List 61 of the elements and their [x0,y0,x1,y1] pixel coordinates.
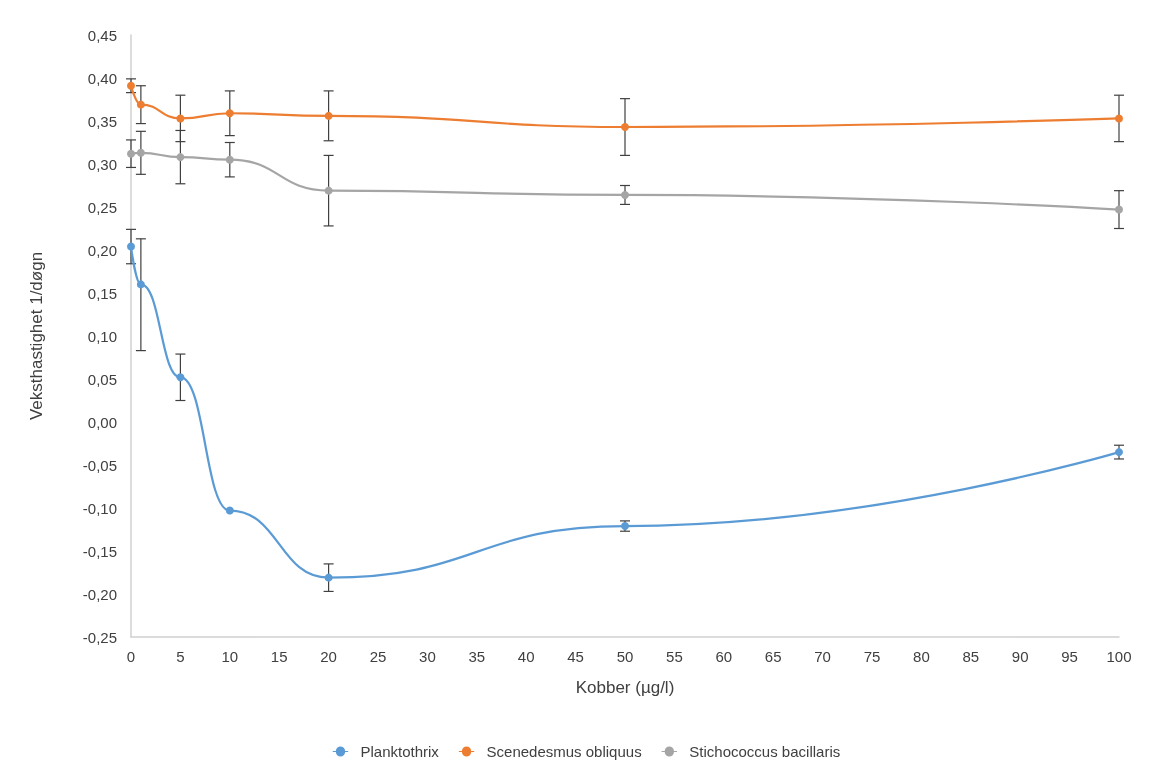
y-tick-label: -0,15 [82,542,117,560]
point [136,280,145,289]
x-tick-label: 80 [913,648,930,665]
x-tick-label: 10 [221,648,239,665]
point [176,114,185,123]
y-tick-label: 0,30 [87,155,117,173]
point [136,148,145,157]
point [225,109,234,118]
x-tick-label: 100 [1106,648,1132,665]
x-tick-label: 60 [715,648,733,665]
y-tick-label: 0,15 [87,284,117,302]
y-tick-label: 0,05 [87,370,117,388]
point [1115,448,1123,457]
y-tick-label: 0,10 [87,327,117,345]
y-tick-label: -0,20 [82,585,117,603]
point [621,190,629,199]
x-tick-label: 35 [468,648,486,665]
x-axis-title: Kobber (µg/l) [575,678,675,697]
x-tick-label: 0 [126,648,136,665]
y-tick-label: -0,10 [82,499,117,517]
x-tick-label: 90 [1011,648,1029,665]
point [176,153,185,162]
point [324,111,333,120]
legend-label: Stichococcus bacillaris [689,743,841,760]
legend-label: Scenedesmus obliquus [486,743,642,760]
point [225,155,234,164]
point [621,123,629,132]
point [136,100,145,109]
point [127,149,135,158]
x-tick-label: 55 [666,648,683,665]
legend-label: Planktothrix [360,743,440,760]
x-tick-label: 30 [419,648,436,665]
point [324,573,333,582]
point [1115,205,1123,214]
y-tick-label: 0,45 [87,26,117,44]
x-tick-label: 45 [567,648,584,665]
x-tick-label: 65 [764,648,782,665]
point [1115,114,1123,123]
point [127,81,135,90]
point [324,186,333,195]
x-tick-label: 5 [176,648,185,665]
x-tick-label: 95 [1061,648,1078,665]
y-tick-label: 0,20 [87,241,117,259]
y-tick-label: -0,05 [82,456,117,474]
x-tick-label: 15 [270,648,288,665]
x-tick-label: 75 [863,648,881,665]
x-tick-label: 25 [369,648,387,665]
x-tick-label: 40 [517,648,535,665]
x-tick-label: 85 [962,648,980,665]
y-tick-label: 0,25 [87,198,117,216]
y-axis-title: Veksthastighet 1/døgn [27,251,46,421]
point [176,373,185,382]
y-tick-label: 0,40 [87,69,117,87]
y-tick-label: 0,35 [87,112,117,130]
x-tick-label: 20 [320,648,337,665]
point [127,242,135,251]
y-tick-label: 0,00 [87,413,117,431]
y-tick-label: -0,25 [82,628,117,646]
x-tick-label: 70 [814,648,831,665]
point [225,506,234,515]
x-tick-label: 50 [616,648,634,665]
